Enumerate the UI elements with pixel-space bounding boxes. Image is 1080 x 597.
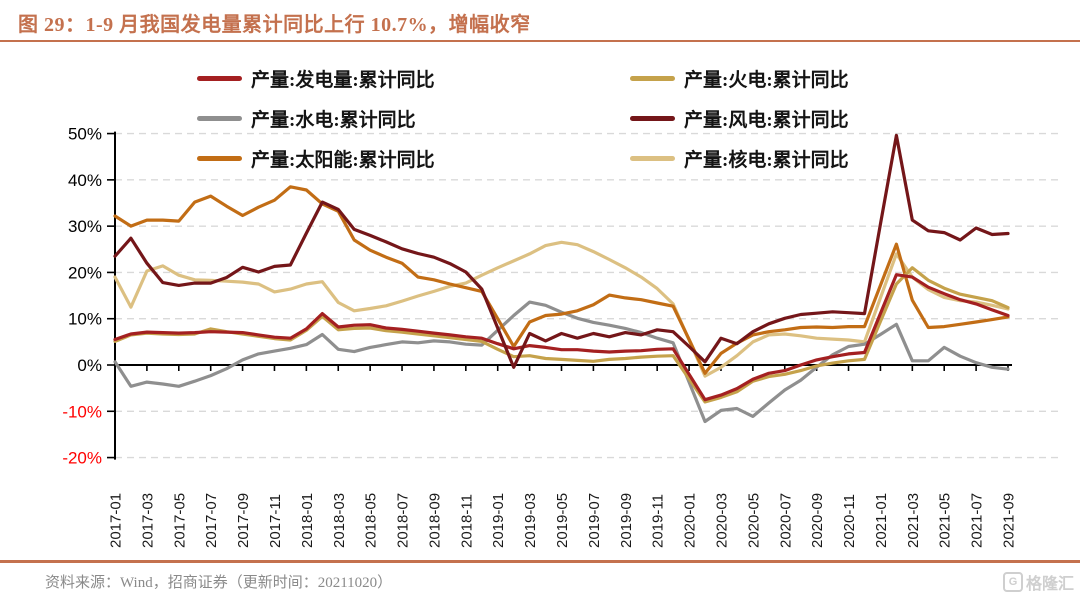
legend-item-generation: 产量:发电量:累计同比 (197, 65, 630, 92)
legend-label-generation: 产量:发电量:累计同比 (251, 69, 435, 91)
y-tick-label: 10% (68, 310, 102, 329)
x-tick-label: 2020-03 (713, 493, 730, 548)
legend-label-hydro: 产量:水电:累计同比 (251, 109, 416, 131)
footer-divider (0, 560, 1080, 563)
legend-item-hydro: 产量:水电:累计同比 (197, 105, 630, 132)
series-line-nuclear (113, 240, 1010, 378)
y-tick-label: 40% (68, 171, 102, 190)
x-tick-label: 2018-07 (395, 493, 412, 548)
x-tick-label: 2020-01 (682, 493, 699, 548)
x-tick-label: 2021-09 (1001, 493, 1018, 548)
x-tick-label: 2020-11 (841, 494, 858, 548)
y-tick-label: 0% (77, 356, 102, 375)
logo-text: 格隆汇 (1025, 576, 1074, 593)
legend-label-wind: 产量:风电:累计同比 (684, 109, 849, 131)
x-tick-label: 2019-09 (618, 493, 635, 548)
y-tick-label: 30% (68, 217, 102, 236)
legend-item-wind: 产量:风电:累计同比 (630, 105, 849, 132)
x-tick-label: 2019-01 (490, 493, 507, 548)
x-tick-label: 2020-05 (745, 493, 762, 548)
legend-item-nuclear: 产量:核电:累计同比 (630, 145, 849, 172)
figure-title: 图 29：1-9 月我国发电量累计同比上行 10.7%，增幅收窄 (18, 14, 531, 36)
y-tick-label: -20% (62, 449, 102, 468)
x-tick-label: 2019-07 (586, 493, 603, 548)
x-tick-label: 2019-03 (522, 493, 539, 548)
legend-item-solar: 产量:太阳能:累计同比 (197, 145, 630, 172)
x-tick-label: 2021-03 (905, 493, 922, 548)
x-tick-label: 2018-11 (458, 494, 475, 548)
y-tick-label: -10% (62, 402, 102, 421)
gelonghui-logo: G 格隆汇 (1002, 570, 1074, 594)
legend-swatch-thermal (630, 75, 675, 81)
x-tick-label: 2017-11 (267, 494, 284, 548)
legend-swatch-solar (197, 155, 242, 161)
x-tick-label: 2018-05 (363, 493, 380, 548)
x-tick-label: 2020-07 (777, 493, 794, 548)
legend-swatch-wind (630, 115, 675, 121)
x-tick-label: 2019-11 (650, 494, 667, 548)
x-tick-label: 2018-09 (426, 493, 443, 548)
x-tick-label: 2019-05 (554, 493, 571, 548)
legend-label-nuclear: 产量:核电:累计同比 (684, 149, 849, 171)
x-tick-label: 2018-01 (299, 493, 316, 548)
x-tick-label: 2018-03 (331, 493, 348, 548)
x-tick-label: 2017-05 (171, 493, 188, 548)
legend-item-thermal: 产量:火电:累计同比 (630, 65, 849, 92)
x-tick-label: 2017-07 (203, 493, 220, 548)
series-line-generation (113, 273, 1010, 402)
x-tick-label: 2017-09 (235, 493, 252, 548)
x-tick-label: 2021-01 (873, 493, 890, 548)
series-line-solar (113, 185, 1010, 375)
legend-label-thermal: 产量:火电:累计同比 (684, 69, 849, 91)
chart-legend: 产量:发电量:累计同比 产量:火电:累计同比产量:水电:累计同比 产量:风电:累计同… (197, 58, 849, 178)
series-line-hydro (113, 300, 1010, 424)
y-tick-label: 20% (68, 263, 102, 282)
x-tick-label: 2017-01 (108, 493, 125, 548)
x-tick-label: 2017-03 (139, 493, 156, 548)
title-underline (0, 40, 1080, 42)
x-tick-label: 2020-09 (809, 493, 826, 548)
legend-swatch-generation (197, 75, 242, 81)
x-tick-label: 2021-07 (969, 493, 986, 548)
series-line-wind (113, 133, 1010, 369)
legend-swatch-nuclear (630, 155, 675, 161)
y-tick-label: 50% (68, 125, 102, 144)
logo-icon: G (1002, 572, 1023, 592)
legend-label-solar: 产量:太阳能:累计同比 (251, 149, 435, 171)
data-source: 资料来源：Wind，招商证券（更新时间：20211020） (45, 575, 393, 591)
x-tick-label: 2021-05 (937, 493, 954, 548)
legend-swatch-hydro (197, 115, 242, 121)
